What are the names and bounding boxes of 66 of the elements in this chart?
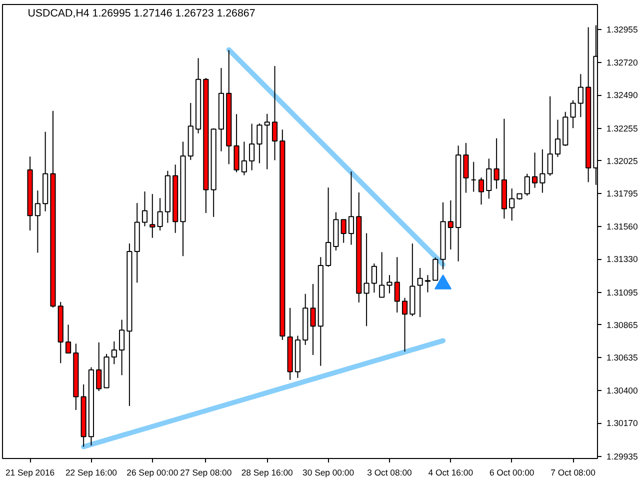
chart-title: USDCAD,H4 1.26995 1.27146 1.26723 1.26867 [28, 8, 256, 20]
candlestick [470, 161, 476, 192]
candlestick [340, 219, 346, 244]
y-tick-label: 1.31095 [606, 287, 638, 298]
x-tick-label: 26 Sep 00:00 [126, 468, 178, 478]
candlestick [157, 198, 163, 232]
candlestick [540, 148, 546, 194]
candlestick [578, 74, 584, 118]
x-tick-label: 6 Oct 00:00 [489, 468, 534, 478]
candlestick [249, 123, 255, 171]
candlestick [234, 114, 240, 173]
candlestick [142, 190, 148, 227]
candlestick [364, 232, 370, 327]
candlestick [524, 173, 530, 196]
x-tick-label: 22 Sep 16:00 [65, 468, 118, 478]
x-tick-label: 7 Oct 08:00 [550, 468, 596, 478]
x-tick-label: 21 Sep 2016 [5, 468, 55, 478]
candlestick [448, 200, 454, 250]
x-tick-label: 28 Sep 16:00 [241, 468, 294, 478]
candlestick [264, 113, 270, 170]
candlestick [65, 324, 72, 354]
candlestick [394, 256, 400, 314]
y-tick-label: 1.32025 [606, 156, 638, 166]
candlestick [532, 152, 538, 188]
candlestick [96, 342, 102, 392]
y-tick-label: 1.30400 [606, 386, 638, 396]
candlestick [326, 187, 332, 268]
candlestick [371, 262, 377, 294]
x-tick-label: 30 Sep 00:00 [302, 468, 354, 478]
candlestick [111, 340, 117, 365]
candlestick [241, 141, 247, 176]
x-tick-label: 4 Oct 16:00 [428, 468, 474, 478]
candlestick [570, 100, 576, 129]
y-tick-label: 1.31560 [606, 222, 638, 232]
candlestick [386, 274, 392, 294]
candlestick [547, 96, 553, 176]
candlestick [509, 188, 515, 222]
y-tick-label: 1.32255 [606, 123, 638, 134]
candlestick [310, 283, 316, 356]
candlestick [256, 122, 262, 164]
candlestick [34, 190, 40, 254]
candlestick [463, 142, 469, 194]
y-tick-label: 1.30865 [606, 320, 638, 330]
y-tick-label: 1.31330 [606, 254, 638, 264]
candlestick [150, 194, 156, 238]
y-tick-label: 1.29935 [606, 451, 638, 462]
candlestick [402, 297, 408, 352]
x-tick-label: 3 Oct 08:00 [367, 468, 412, 478]
y-tick-label: 1.31795 [606, 188, 638, 198]
x-tick-label: 27 Sep 08:00 [180, 468, 232, 478]
candlestick [379, 252, 385, 298]
candlestick [554, 119, 561, 158]
candlestick [417, 267, 423, 318]
y-tick-label: 1.30635 [606, 352, 638, 362]
candlestick [119, 319, 125, 376]
candlestick [348, 171, 354, 246]
candlestick [478, 176, 484, 206]
candlestick [494, 138, 500, 190]
y-tick-label: 1.32490 [606, 90, 638, 100]
y-tick-label: 1.32955 [606, 24, 638, 34]
y-tick-label: 1.32720 [606, 57, 638, 68]
candlestick [432, 256, 438, 281]
candlestick [486, 158, 492, 200]
candlestick [272, 66, 278, 161]
candlestick [424, 274, 431, 293]
y-tick-label: 1.30170 [606, 418, 638, 428]
